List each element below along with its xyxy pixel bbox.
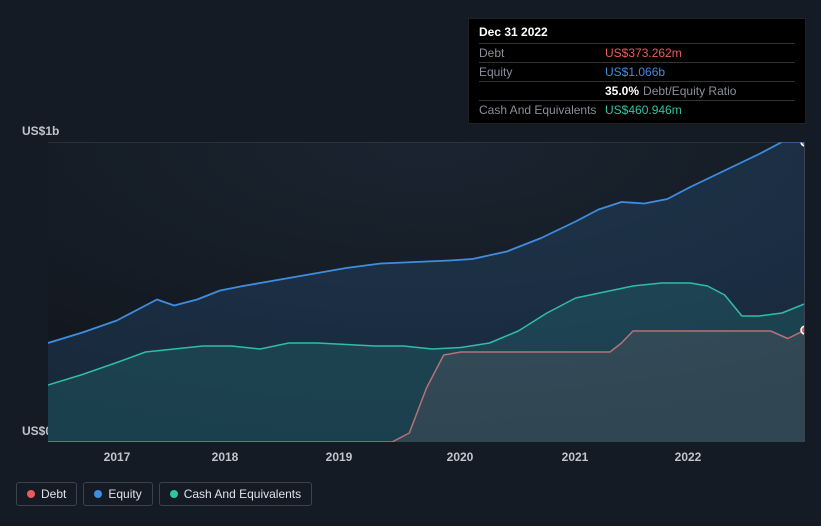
x-axis-tick: 2021 [562, 450, 589, 464]
tooltip-row-ratio: 35.0% Debt/Equity Ratio [479, 81, 795, 100]
tooltip-label-cash: Cash And Equivalents [479, 103, 605, 117]
x-axis-tick: 2018 [212, 450, 239, 464]
tooltip-value-debt: US$373.262m [605, 46, 682, 60]
tooltip-label-debt: Debt [479, 46, 605, 60]
circle-icon [170, 490, 178, 498]
legend-label: Equity [108, 487, 141, 501]
legend-label: Cash And Equivalents [184, 487, 301, 501]
y-axis-max-label: US$1b [22, 124, 59, 138]
tooltip-date: Dec 31 2022 [479, 25, 795, 43]
x-axis-tick: 2022 [675, 450, 702, 464]
tooltip-ratio-label: Debt/Equity Ratio [643, 84, 736, 98]
legend-item-debt[interactable]: Debt [16, 482, 77, 506]
chart-highlight-line [804, 142, 805, 442]
x-axis-tick: 2019 [326, 450, 353, 464]
x-axis-tick: 2020 [447, 450, 474, 464]
tooltip-ratio-value: 35.0% [605, 84, 639, 98]
tooltip-row-cash: Cash And Equivalents US$460.946m [479, 100, 795, 119]
chart-legend: Debt Equity Cash And Equivalents [16, 482, 312, 506]
legend-item-cash[interactable]: Cash And Equivalents [159, 482, 312, 506]
circle-icon [94, 490, 102, 498]
legend-label: Debt [41, 487, 66, 501]
legend-item-equity[interactable]: Equity [83, 482, 152, 506]
area-chart[interactable] [48, 142, 805, 442]
tooltip-row-equity: Equity US$1.066b [479, 62, 795, 81]
tooltip-label-equity: Equity [479, 65, 605, 79]
chart-tooltip: Dec 31 2022 Debt US$373.262m Equity US$1… [468, 18, 806, 124]
x-axis-tick: 2017 [104, 450, 131, 464]
tooltip-row-debt: Debt US$373.262m [479, 43, 795, 62]
circle-icon [27, 490, 35, 498]
tooltip-value-cash: US$460.946m [605, 103, 682, 117]
tooltip-value-equity: US$1.066b [605, 65, 665, 79]
